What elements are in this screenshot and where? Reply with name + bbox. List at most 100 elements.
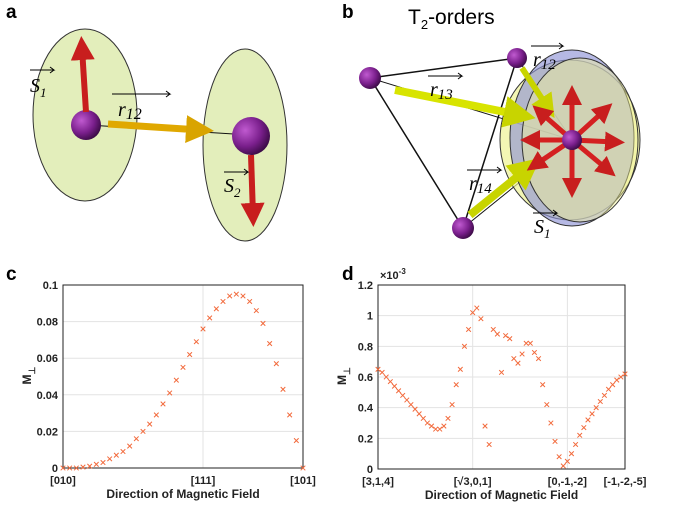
x-tick-label: [√3,0,1] xyxy=(454,476,492,488)
data-point xyxy=(614,377,620,383)
data-point xyxy=(267,340,273,347)
data-point xyxy=(577,432,583,438)
vector-label: r14 xyxy=(467,166,503,197)
data-point xyxy=(432,426,439,432)
label: r14 xyxy=(469,173,492,197)
data-point xyxy=(87,463,93,469)
panel-label: c xyxy=(6,264,17,285)
data-point xyxy=(449,401,455,408)
y-axis-label-main: M xyxy=(335,375,349,385)
label: r13 xyxy=(430,79,453,103)
data-point xyxy=(502,332,509,339)
y-tick-label: 0.06 xyxy=(37,353,58,365)
data-point xyxy=(482,423,488,429)
spin-arrow xyxy=(70,36,95,113)
data-point xyxy=(511,355,517,362)
y-axis-label: M⊥ xyxy=(335,367,352,385)
data-point xyxy=(93,461,99,467)
data-point xyxy=(457,366,463,372)
y-axis-label-sub: ⊥ xyxy=(342,367,352,375)
panel-label: a xyxy=(6,2,17,23)
vector-label: r12 xyxy=(531,42,565,73)
data-point xyxy=(395,388,402,394)
data-point xyxy=(564,458,571,464)
data-point xyxy=(67,465,73,471)
data-point xyxy=(498,369,505,376)
data-point xyxy=(540,382,546,388)
data-point xyxy=(515,360,521,366)
data-point xyxy=(120,448,126,455)
data-point xyxy=(581,424,587,431)
data-point xyxy=(213,306,219,312)
atom xyxy=(359,67,381,89)
y-tick-label: 0 xyxy=(367,464,373,476)
y-tick-label: 0.8 xyxy=(358,341,373,353)
y-tick-label: 0.04 xyxy=(37,390,59,402)
label: S1 xyxy=(30,75,47,100)
data-point xyxy=(400,392,406,399)
panel-label: b xyxy=(342,2,354,23)
data-point xyxy=(260,320,266,327)
data-point xyxy=(207,315,213,321)
data-point xyxy=(240,293,246,299)
data-point xyxy=(507,336,513,342)
data-point xyxy=(107,456,113,462)
y-tick-label: 1.2 xyxy=(358,280,373,292)
data-point xyxy=(247,298,253,305)
data-point xyxy=(568,451,575,457)
data-point xyxy=(420,415,426,422)
data-point xyxy=(287,412,293,418)
vector-label: r13 xyxy=(428,72,464,103)
y-exponent-base: ×10 xyxy=(380,270,399,282)
vector-label: S2 xyxy=(224,168,250,200)
data-point xyxy=(461,343,468,349)
data-point xyxy=(160,401,166,407)
data-point xyxy=(133,436,139,442)
data-point xyxy=(73,465,79,471)
data-point xyxy=(465,326,472,333)
data-point xyxy=(552,438,558,445)
data-point xyxy=(153,412,159,418)
data-point xyxy=(379,369,385,376)
x-axis-label: Direction of Magnetic Field xyxy=(425,488,578,502)
data-point xyxy=(408,401,414,408)
x-tick-label: [0,-1,-2] xyxy=(548,476,587,488)
data-point xyxy=(173,377,179,383)
y-axis-label-main: M xyxy=(20,375,34,385)
data-point xyxy=(140,428,146,435)
data-point xyxy=(100,459,106,466)
arrow xyxy=(394,86,536,128)
data-point xyxy=(273,361,279,367)
label: r12 xyxy=(118,99,142,123)
vector-label: r12 xyxy=(112,90,172,123)
data-point xyxy=(527,340,533,346)
arrow xyxy=(519,66,555,119)
data-point xyxy=(404,397,410,403)
x-tick-label: [010] xyxy=(50,475,76,487)
arrow xyxy=(467,157,541,219)
y-tick-label: 0.1 xyxy=(43,280,58,292)
axes-box xyxy=(62,284,304,469)
data-point xyxy=(60,465,66,471)
data-point xyxy=(424,420,431,426)
data-point xyxy=(560,463,566,469)
atom xyxy=(507,48,527,68)
data-point xyxy=(220,298,226,305)
tetrahedron xyxy=(368,57,519,230)
y-tick-label: 0.02 xyxy=(37,426,58,438)
data-point xyxy=(605,386,612,392)
x-tick-label: [111] xyxy=(191,475,216,487)
data-point xyxy=(113,452,119,458)
data-point xyxy=(531,349,538,356)
data-point xyxy=(233,291,239,297)
data-point xyxy=(193,339,199,345)
y-tick-label: 0 xyxy=(52,463,58,475)
data-point xyxy=(470,309,476,316)
data-point xyxy=(486,441,492,448)
data-point xyxy=(601,392,608,399)
label: r12 xyxy=(533,49,556,73)
data-point xyxy=(375,366,381,372)
data-point xyxy=(453,382,459,388)
axes-box xyxy=(377,284,626,470)
